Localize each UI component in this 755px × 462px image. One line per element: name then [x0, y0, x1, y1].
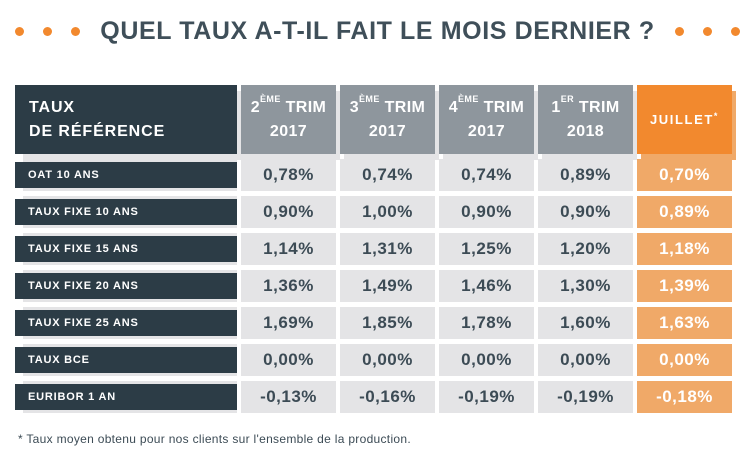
orange-dot-icon	[730, 26, 740, 36]
table-row-label: TAUX FIXE 20 ANS	[15, 270, 237, 302]
column-header-year: 2017	[467, 122, 506, 140]
trim-ordinal-sup: ER	[560, 93, 575, 104]
rate-cell: 0,90%	[538, 196, 633, 228]
trim-number: 4	[448, 99, 459, 117]
trim-word: TRIM	[280, 99, 327, 117]
rate-cell-highlight: 0,70%	[637, 159, 732, 191]
table-row-label: OAT 10 ANS	[15, 159, 237, 191]
rate-cell: 1,20%	[538, 233, 633, 265]
rate-cell: 0,90%	[439, 196, 534, 228]
rate-cell: 1,31%	[340, 233, 435, 265]
rate-cell: 0,74%	[340, 159, 435, 191]
rate-cell: 1,36%	[241, 270, 336, 302]
row-label-text: TAUX FIXE 15 ANS	[28, 243, 139, 255]
orange-dot-icon	[43, 26, 53, 36]
rate-cell: -0,16%	[340, 381, 435, 413]
rate-cell: 1,85%	[340, 307, 435, 339]
page-title: QUEL TAUX A-T-IL FAIT LE MOIS DERNIER ?	[100, 16, 655, 45]
rate-cell: 0,00%	[340, 344, 435, 376]
trim-ordinal-sup: ÈME	[458, 93, 479, 104]
orange-dot-icon	[15, 26, 25, 36]
column-header-trim: 1ER TRIM 2018	[538, 85, 633, 154]
title-dots-left	[15, 26, 81, 36]
rate-cell: 1,25%	[439, 233, 534, 265]
trim-number: 2	[250, 99, 261, 117]
rate-cell-highlight: 1,63%	[637, 307, 732, 339]
rate-cell-highlight: 0,89%	[637, 196, 732, 228]
column-header-line1: 3ÈME TRIM	[349, 93, 426, 119]
column-header-year: 2017	[368, 122, 407, 140]
page-header: QUEL TAUX A-T-IL FAIT LE MOIS DERNIER ?	[0, 13, 755, 49]
rate-cell-highlight: 1,39%	[637, 270, 732, 302]
trim-number: 3	[349, 99, 360, 117]
trim-number: 1	[551, 99, 561, 117]
rate-cell: -0,13%	[241, 381, 336, 413]
rate-cell-highlight: 0,00%	[637, 344, 732, 376]
column-header-line1: 2ÈME TRIM	[250, 93, 327, 119]
row-label-text: TAUX FIXE 25 ANS	[28, 317, 139, 329]
row-label-text: TAUX FIXE 20 ANS	[28, 280, 139, 292]
column-header-line1: 4ÈME TRIM	[448, 93, 525, 119]
rate-cell-highlight: 1,18%	[637, 233, 732, 265]
row-label-bar: TAUX FIXE 25 ANS	[15, 310, 237, 336]
rate-cell: 1,78%	[439, 307, 534, 339]
rates-table: TAUX DE RÉFÉRENCE 2ÈME TRIM 2017 3ÈME TRIM…	[15, 85, 732, 413]
rate-cell: 0,00%	[439, 344, 534, 376]
rate-cell: 0,89%	[538, 159, 633, 191]
trim-ordinal-sup: ÈME	[359, 93, 380, 104]
rate-cell-highlight: -0,18%	[637, 381, 732, 413]
rate-cell: 0,74%	[439, 159, 534, 191]
rate-cell: 1,60%	[538, 307, 633, 339]
title-dots-right	[674, 26, 740, 36]
orange-dot-icon	[71, 26, 81, 36]
column-header-trim: 2ÈME TRIM 2017	[241, 85, 336, 154]
row-label-bar: TAUX BCE	[15, 347, 237, 373]
rate-cell: 1,30%	[538, 270, 633, 302]
table-row-label: TAUX BCE	[15, 344, 237, 376]
orange-dot-icon	[702, 26, 712, 36]
rate-cell: -0,19%	[439, 381, 534, 413]
rate-cell: 0,90%	[241, 196, 336, 228]
trim-ordinal-sup: ÈME	[260, 93, 281, 104]
rate-cell: 1,69%	[241, 307, 336, 339]
rate-cell: 0,00%	[241, 344, 336, 376]
column-header-year: 2017	[269, 122, 308, 140]
rate-cell: 0,78%	[241, 159, 336, 191]
rate-cell: 1,49%	[340, 270, 435, 302]
table-row-label: TAUX FIXE 15 ANS	[15, 233, 237, 265]
footnote: * Taux moyen obtenu pour nos clients sur…	[18, 432, 411, 446]
column-header-month-highlight: JUILLET *	[637, 85, 732, 154]
month-label: JUILLET	[649, 112, 714, 127]
trim-word: TRIM	[379, 99, 426, 117]
column-header-trim: 4ÈME TRIM 2017	[439, 85, 534, 154]
row-label-bar: TAUX FIXE 20 ANS	[15, 273, 237, 299]
trim-word: TRIM	[574, 99, 620, 117]
trim-word: TRIM	[478, 99, 525, 117]
corner-line-2: DE RÉFÉRENCE	[29, 122, 166, 140]
row-label-text: TAUX FIXE 10 ANS	[28, 206, 139, 218]
rate-cell: 1,14%	[241, 233, 336, 265]
table-row-label: TAUX FIXE 10 ANS	[15, 196, 237, 228]
row-label-text: OAT 10 ANS	[28, 169, 100, 181]
row-label-bar: TAUX FIXE 10 ANS	[15, 199, 237, 225]
column-header-year: 2018	[566, 122, 605, 140]
row-label-bar: OAT 10 ANS	[15, 162, 237, 188]
rate-cell: -0,19%	[538, 381, 633, 413]
rate-cell: 1,00%	[340, 196, 435, 228]
table-row-label: TAUX FIXE 25 ANS	[15, 307, 237, 339]
rate-cell: 0,00%	[538, 344, 633, 376]
column-header-trim: 3ÈME TRIM 2017	[340, 85, 435, 154]
row-label-text: EURIBOR 1 AN	[28, 391, 117, 403]
row-label-text: TAUX BCE	[28, 354, 90, 366]
column-header-line1: 1ER TRIM	[551, 93, 620, 119]
row-label-bar: EURIBOR 1 AN	[15, 384, 237, 410]
corner-line-1: TAUX	[29, 99, 75, 117]
row-label-bar: TAUX FIXE 15 ANS	[15, 236, 237, 262]
rate-cell: 1,46%	[439, 270, 534, 302]
orange-dot-icon	[674, 26, 684, 36]
table-corner-header: TAUX DE RÉFÉRENCE	[15, 85, 237, 154]
table-row-label: EURIBOR 1 AN	[15, 381, 237, 413]
